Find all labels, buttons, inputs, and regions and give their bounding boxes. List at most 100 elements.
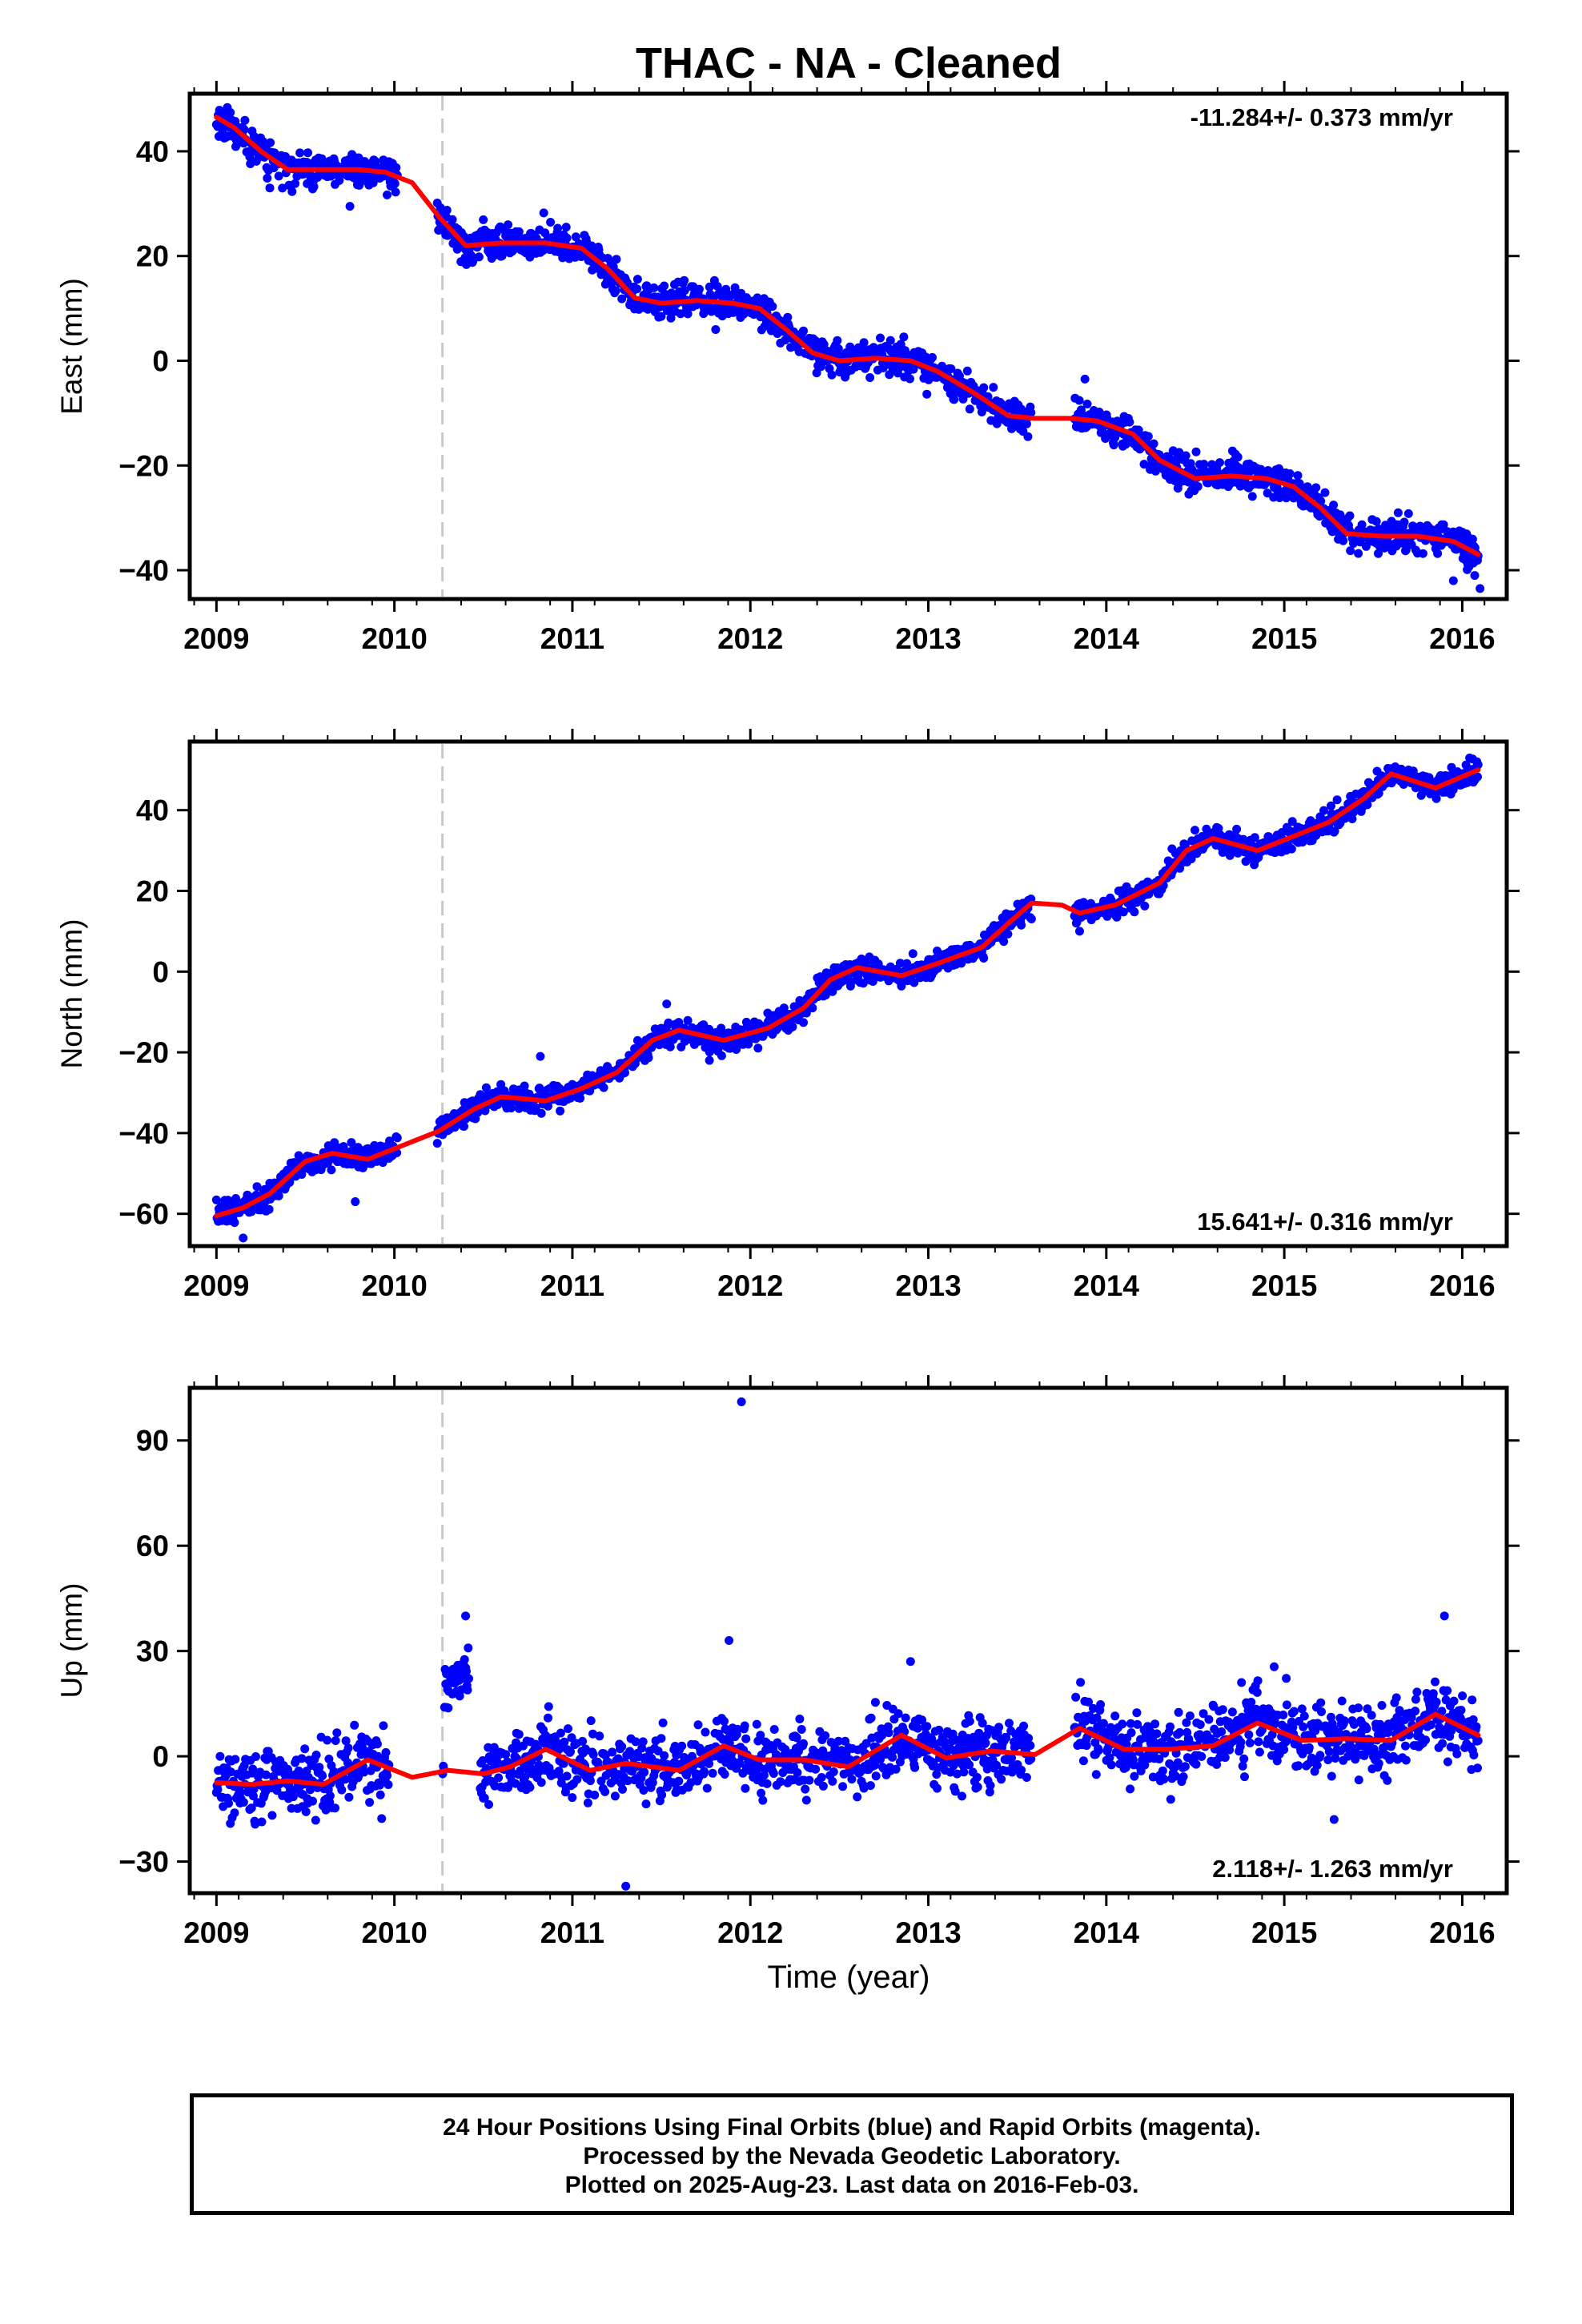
data-point xyxy=(853,1792,862,1802)
data-point xyxy=(263,174,272,183)
data-point xyxy=(656,312,666,321)
data-point xyxy=(753,293,762,303)
data-point xyxy=(865,1781,875,1791)
data-point xyxy=(1143,432,1153,441)
data-point xyxy=(660,1751,669,1760)
data-point xyxy=(720,1716,729,1726)
data-point xyxy=(801,1784,810,1794)
outlier-point xyxy=(239,1233,248,1243)
data-point xyxy=(638,1737,648,1747)
data-point xyxy=(1152,1729,1162,1739)
data-point xyxy=(539,208,548,218)
data-point xyxy=(224,1799,233,1808)
data-point xyxy=(335,175,344,185)
data-point xyxy=(327,1165,336,1175)
y-tick-label: 0 xyxy=(152,955,169,988)
data-point xyxy=(1017,920,1026,930)
data-point xyxy=(1339,536,1348,545)
data-point xyxy=(884,1728,893,1738)
data-point xyxy=(649,283,659,292)
data-point xyxy=(1071,1692,1081,1702)
data-point xyxy=(908,949,917,959)
data-point xyxy=(460,1655,469,1664)
data-point xyxy=(965,404,974,414)
data-point xyxy=(617,294,627,304)
data-point xyxy=(261,1770,271,1779)
data-point xyxy=(838,1782,848,1791)
data-point xyxy=(585,1776,595,1786)
data-point xyxy=(608,1747,617,1757)
data-point xyxy=(693,1720,703,1730)
data-point xyxy=(1022,1773,1031,1782)
data-point xyxy=(740,1721,749,1731)
data-point xyxy=(1332,795,1342,805)
data-point xyxy=(1023,432,1033,441)
data-point xyxy=(829,1767,838,1776)
data-point xyxy=(752,1719,761,1729)
data-point xyxy=(561,223,571,232)
data-point xyxy=(230,1808,239,1818)
data-point xyxy=(818,1781,828,1791)
east-panel: East (mm) -11.284+/- 0.373 mm/yr 2009 201… xyxy=(55,81,1520,655)
up-panel: Up (mm) 2.118+/- 1.263 mm/yr 2009 2010 201… xyxy=(55,1375,1520,1949)
data-point xyxy=(847,1775,857,1784)
data-point xyxy=(337,1785,347,1795)
data-point xyxy=(556,1106,565,1116)
data-point xyxy=(239,1798,248,1807)
data-point xyxy=(514,227,524,236)
data-point xyxy=(540,228,550,238)
data-point xyxy=(295,148,305,158)
data-point xyxy=(1185,1711,1195,1721)
y-tick-label: −40 xyxy=(118,1117,169,1150)
data-point xyxy=(1026,408,1036,417)
y-tick-label: −20 xyxy=(118,1036,169,1069)
data-point xyxy=(677,1741,687,1751)
data-point xyxy=(1247,492,1257,501)
data-point xyxy=(656,1734,666,1743)
data-point xyxy=(215,1751,225,1761)
north-rate-label: 15.641+/- 0.316 mm/yr xyxy=(1197,1208,1453,1236)
data-point xyxy=(821,1731,830,1740)
data-point xyxy=(973,1782,982,1791)
outlier-point xyxy=(705,1055,714,1065)
data-point xyxy=(958,1791,966,1801)
data-point xyxy=(1019,1721,1029,1731)
data-point xyxy=(520,1081,529,1091)
outlier-point xyxy=(345,202,355,211)
data-point xyxy=(590,1791,600,1799)
data-point xyxy=(905,374,914,384)
data-point xyxy=(1180,1762,1190,1771)
data-point xyxy=(901,1713,910,1723)
data-point xyxy=(717,1051,726,1060)
data-point xyxy=(379,1721,388,1731)
data-point xyxy=(666,313,676,323)
data-point xyxy=(683,309,693,319)
data-point xyxy=(1399,517,1409,527)
data-point xyxy=(213,1785,223,1795)
data-point xyxy=(1178,1772,1188,1782)
data-point xyxy=(1311,483,1321,493)
y-tick-label: 20 xyxy=(136,240,169,273)
data-point xyxy=(866,1713,876,1723)
data-point xyxy=(287,187,297,196)
data-point xyxy=(811,1764,821,1774)
data-point xyxy=(612,255,621,264)
data-point xyxy=(1109,440,1118,450)
data-point xyxy=(504,220,513,230)
data-point xyxy=(381,1747,391,1757)
data-point xyxy=(562,1771,572,1781)
data-point xyxy=(1197,1751,1207,1761)
data-point xyxy=(928,352,937,362)
data-point xyxy=(583,1798,592,1807)
data-point xyxy=(674,1776,684,1786)
data-point xyxy=(799,1739,808,1748)
x-tick-label: 2016 xyxy=(1429,622,1495,655)
data-point xyxy=(553,223,563,233)
data-point xyxy=(544,1713,552,1723)
data-point xyxy=(564,1724,572,1734)
outlier-point xyxy=(662,999,672,1009)
data-point xyxy=(1215,458,1224,468)
data-point xyxy=(762,1779,772,1788)
data-point xyxy=(711,325,721,334)
data-point xyxy=(1181,451,1191,460)
